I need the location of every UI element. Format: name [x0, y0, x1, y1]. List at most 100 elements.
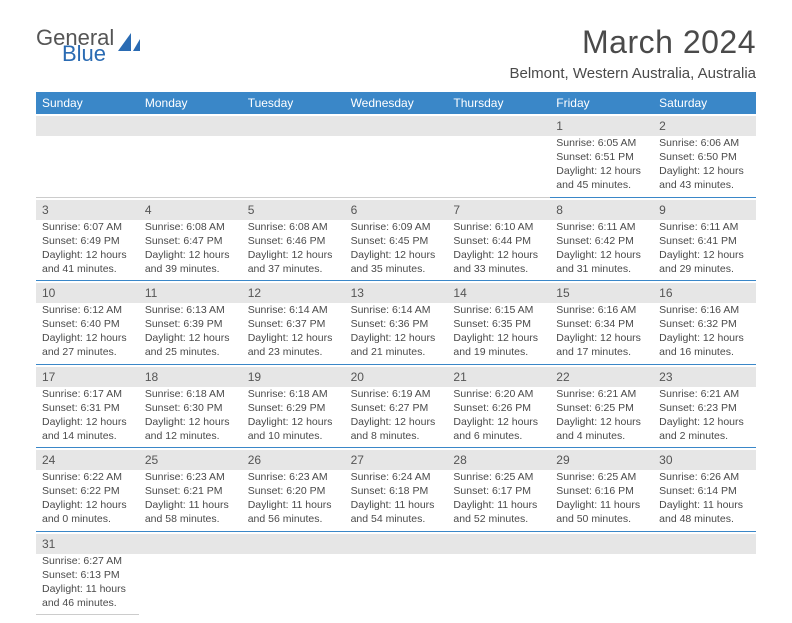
weekday-header: Monday: [139, 92, 242, 114]
day-number-row: 12: [242, 283, 345, 303]
day-detail: Sunrise: 6:23 AM: [248, 471, 339, 484]
calendar-cell: 18Sunrise: 6:18 AMSunset: 6:30 PMDayligh…: [139, 365, 242, 449]
day-number-row: 6: [345, 200, 448, 220]
day-number-row: 28: [447, 450, 550, 470]
day-detail: and 6 minutes.: [453, 430, 544, 443]
day-detail: Sunset: 6:29 PM: [248, 402, 339, 415]
day-number-row: 14: [447, 283, 550, 303]
day-detail: Sunset: 6:36 PM: [351, 318, 442, 331]
day-number: 20: [351, 370, 364, 384]
calendar-cell: 7Sunrise: 6:10 AMSunset: 6:44 PMDaylight…: [447, 198, 550, 282]
day-detail: Sunrise: 6:08 AM: [145, 221, 236, 234]
day-number: 30: [659, 453, 672, 467]
day-number: 1: [556, 119, 563, 133]
day-detail: Sunrise: 6:24 AM: [351, 471, 442, 484]
day-detail: and 16 minutes.: [659, 346, 750, 359]
day-detail: Daylight: 11 hours: [42, 583, 133, 596]
day-detail: Sunset: 6:32 PM: [659, 318, 750, 331]
day-detail: Sunset: 6:16 PM: [556, 485, 647, 498]
day-detail: Sunrise: 6:25 AM: [453, 471, 544, 484]
day-detail: Sunrise: 6:21 AM: [556, 388, 647, 401]
day-detail: Sunrise: 6:11 AM: [556, 221, 647, 234]
day-detail: and 52 minutes.: [453, 513, 544, 526]
day-detail: and 2 minutes.: [659, 430, 750, 443]
calendar-cell-empty: [139, 532, 242, 616]
calendar-cell: 26Sunrise: 6:23 AMSunset: 6:20 PMDayligh…: [242, 448, 345, 532]
day-detail: Daylight: 11 hours: [453, 499, 544, 512]
day-detail: Sunrise: 6:13 AM: [145, 304, 236, 317]
calendar-week: 24Sunrise: 6:22 AMSunset: 6:22 PMDayligh…: [36, 448, 756, 532]
day-number-row: 17: [36, 367, 139, 387]
day-number: 16: [659, 286, 672, 300]
day-detail: and 45 minutes.: [556, 179, 647, 192]
calendar-cell: 3Sunrise: 6:07 AMSunset: 6:49 PMDaylight…: [36, 198, 139, 282]
day-detail: Sunrise: 6:21 AM: [659, 388, 750, 401]
day-detail: Sunrise: 6:14 AM: [351, 304, 442, 317]
day-number: 3: [42, 203, 49, 217]
day-detail: Daylight: 12 hours: [556, 165, 647, 178]
day-number-row: [242, 534, 345, 554]
day-detail: Daylight: 12 hours: [351, 416, 442, 429]
day-detail: Daylight: 12 hours: [145, 249, 236, 262]
day-detail: and 19 minutes.: [453, 346, 544, 359]
day-detail: and 50 minutes.: [556, 513, 647, 526]
day-number-row: 3: [36, 200, 139, 220]
day-detail: Sunrise: 6:05 AM: [556, 137, 647, 150]
day-detail: and 33 minutes.: [453, 263, 544, 276]
weekday-header: Wednesday: [345, 92, 448, 114]
day-detail: Sunrise: 6:18 AM: [248, 388, 339, 401]
day-detail: Sunset: 6:20 PM: [248, 485, 339, 498]
day-number: 11: [145, 286, 157, 300]
day-number: 5: [248, 203, 255, 217]
day-detail: and 41 minutes.: [42, 263, 133, 276]
day-number: 26: [248, 453, 261, 467]
day-detail: and 58 minutes.: [145, 513, 236, 526]
calendar-cell: 1Sunrise: 6:05 AMSunset: 6:51 PMDaylight…: [550, 114, 653, 198]
day-detail: Sunset: 6:45 PM: [351, 235, 442, 248]
day-number-row: [345, 116, 448, 136]
day-number: 8: [556, 203, 563, 217]
day-detail: Sunset: 6:18 PM: [351, 485, 442, 498]
calendar-week: 31Sunrise: 6:27 AMSunset: 6:13 PMDayligh…: [36, 532, 756, 616]
day-detail: Daylight: 12 hours: [248, 332, 339, 345]
day-detail: Sunrise: 6:20 AM: [453, 388, 544, 401]
day-number-row: 9: [653, 200, 756, 220]
calendar: SundayMondayTuesdayWednesdayThursdayFrid…: [36, 92, 756, 615]
day-detail: Sunset: 6:42 PM: [556, 235, 647, 248]
day-detail: Daylight: 12 hours: [145, 332, 236, 345]
day-detail: Sunset: 6:14 PM: [659, 485, 750, 498]
calendar-cell: 15Sunrise: 6:16 AMSunset: 6:34 PMDayligh…: [550, 281, 653, 365]
day-number-row: 13: [345, 283, 448, 303]
day-detail: Sunrise: 6:17 AM: [42, 388, 133, 401]
title-block: March 2024 Belmont, Western Australia, A…: [509, 24, 756, 82]
day-detail: and 12 minutes.: [145, 430, 236, 443]
day-number-row: 11: [139, 283, 242, 303]
day-detail: Sunrise: 6:25 AM: [556, 471, 647, 484]
day-detail: Daylight: 11 hours: [351, 499, 442, 512]
day-detail: Sunrise: 6:12 AM: [42, 304, 133, 317]
day-detail: and 8 minutes.: [351, 430, 442, 443]
day-detail: Daylight: 12 hours: [556, 332, 647, 345]
day-number-row: 26: [242, 450, 345, 470]
day-detail: Sunrise: 6:18 AM: [145, 388, 236, 401]
day-number: 28: [453, 453, 466, 467]
day-detail: Sunrise: 6:14 AM: [248, 304, 339, 317]
weekday-header-row: SundayMondayTuesdayWednesdayThursdayFrid…: [36, 92, 756, 114]
calendar-cell-empty: [345, 532, 448, 616]
day-number-row: 1: [550, 116, 653, 136]
day-detail: and 56 minutes.: [248, 513, 339, 526]
day-number: 29: [556, 453, 569, 467]
calendar-cell: 31Sunrise: 6:27 AMSunset: 6:13 PMDayligh…: [36, 532, 139, 616]
calendar-cell: 25Sunrise: 6:23 AMSunset: 6:21 PMDayligh…: [139, 448, 242, 532]
day-number-row: 15: [550, 283, 653, 303]
day-detail: Sunrise: 6:06 AM: [659, 137, 750, 150]
calendar-cell-empty: [345, 114, 448, 198]
calendar-cell: 13Sunrise: 6:14 AMSunset: 6:36 PMDayligh…: [345, 281, 448, 365]
day-number: 31: [42, 537, 55, 551]
day-number-row: 2: [653, 116, 756, 136]
day-detail: Daylight: 12 hours: [453, 416, 544, 429]
day-detail: Sunrise: 6:11 AM: [659, 221, 750, 234]
logo: General Blue: [36, 28, 142, 64]
day-detail: and 29 minutes.: [659, 263, 750, 276]
calendar-cell: 27Sunrise: 6:24 AMSunset: 6:18 PMDayligh…: [345, 448, 448, 532]
